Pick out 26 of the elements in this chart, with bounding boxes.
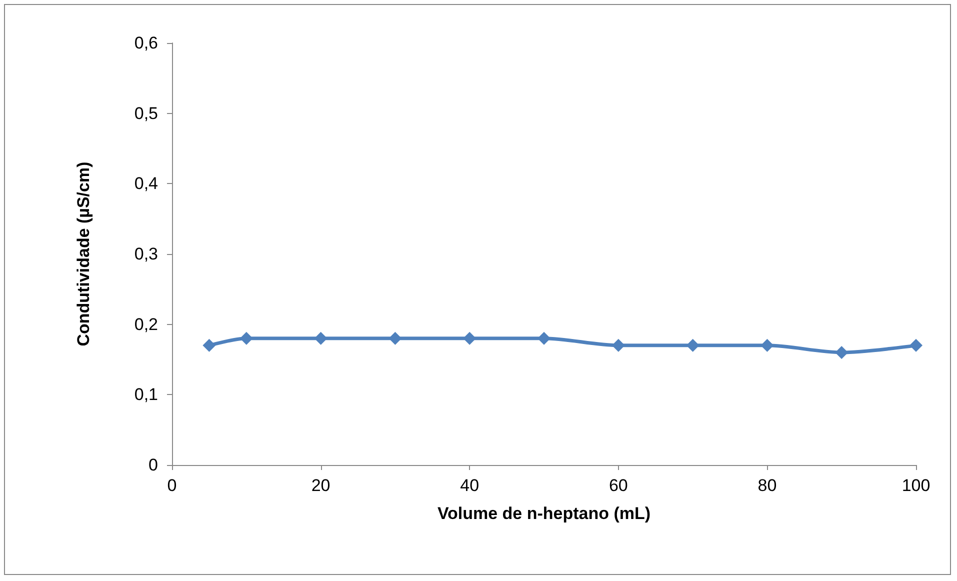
point (314, 332, 328, 345)
y-tick-label: 0,1 (134, 385, 158, 404)
point (538, 332, 550, 345)
point (760, 338, 774, 352)
y-tick-label: 0,5 (134, 104, 158, 123)
y-axis-title: Condutividade (µS/cm) (74, 162, 93, 346)
y-tick-label: 0,3 (134, 244, 158, 264)
point (388, 332, 402, 345)
x-tick-label: 0 (167, 476, 177, 495)
x-axis-title: Volume de n-heptano (mL) (437, 504, 651, 523)
x-tick-label: 20 (311, 476, 330, 495)
point (612, 338, 625, 352)
x-tick-label: 80 (758, 476, 777, 495)
point (686, 338, 700, 352)
point (835, 346, 848, 359)
y-tick-label: 0,6 (134, 34, 158, 52)
x-tick-label: 60 (608, 476, 628, 495)
y-tick-label: 0,4 (134, 174, 158, 194)
x-tick-label: 100 (902, 476, 930, 495)
point (202, 338, 216, 352)
point (240, 332, 253, 345)
y-tick-label: 0,2 (134, 314, 158, 334)
point (463, 332, 476, 345)
x-tick-label: 40 (460, 476, 480, 495)
y-tick-label: 0 (148, 456, 158, 474)
point (910, 338, 922, 352)
